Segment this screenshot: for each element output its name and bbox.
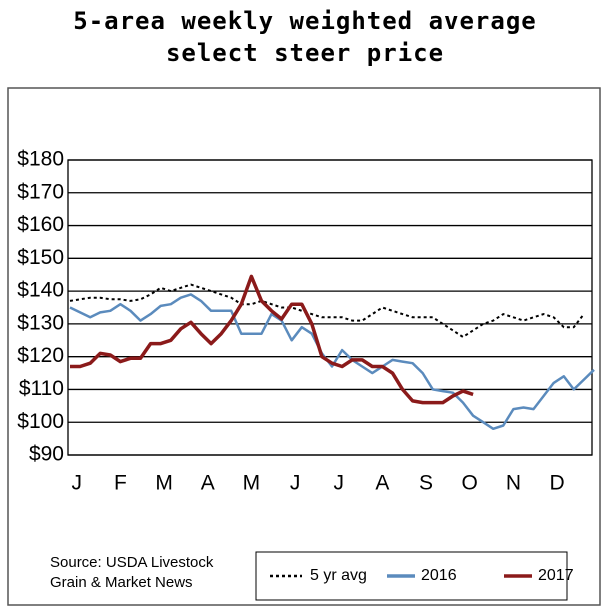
y-tick-label: $100: [17, 410, 64, 433]
series-line: [70, 274, 474, 405]
x-tick-label: A: [201, 472, 215, 495]
x-tick-label: F: [114, 472, 127, 495]
series-line: [69, 283, 585, 338]
legend-label: 2016: [421, 567, 457, 584]
y-tick-label: $180: [17, 148, 64, 171]
y-tick-label: $120: [17, 344, 64, 367]
y-tick-label: $150: [17, 246, 64, 269]
y-tick-label: $110: [19, 377, 64, 400]
x-tick-label: O: [462, 472, 478, 495]
legend-label: 2017: [538, 567, 574, 584]
y-tick-label: $90: [29, 443, 64, 466]
x-tick-label: M: [155, 472, 173, 495]
y-tick-label: $160: [17, 213, 64, 236]
x-tick-label: J: [71, 472, 82, 495]
y-tick-label: $130: [17, 311, 64, 334]
x-tick-label: M: [243, 472, 261, 495]
series-line: [69, 293, 595, 431]
source: Source: USDA Livestock: [50, 554, 214, 571]
x-tick-label: N: [506, 472, 521, 495]
chart-title: select steer price: [166, 39, 444, 67]
legend-label: 5 yr avg: [310, 567, 367, 584]
x-tick-label: A: [375, 472, 389, 495]
y-tick-label: $140: [17, 279, 64, 302]
x-tick-label: D: [549, 472, 564, 495]
x-tick-label: J: [290, 472, 301, 495]
source: Grain & Market News: [50, 574, 193, 591]
plot-frame: [67, 159, 593, 456]
chart-frame: [7, 87, 601, 606]
chart-title: 5-area weekly weighted average: [73, 7, 536, 35]
x-tick-label: J: [333, 472, 344, 495]
y-tick-label: $170: [17, 180, 64, 203]
x-tick-label: S: [419, 472, 433, 495]
